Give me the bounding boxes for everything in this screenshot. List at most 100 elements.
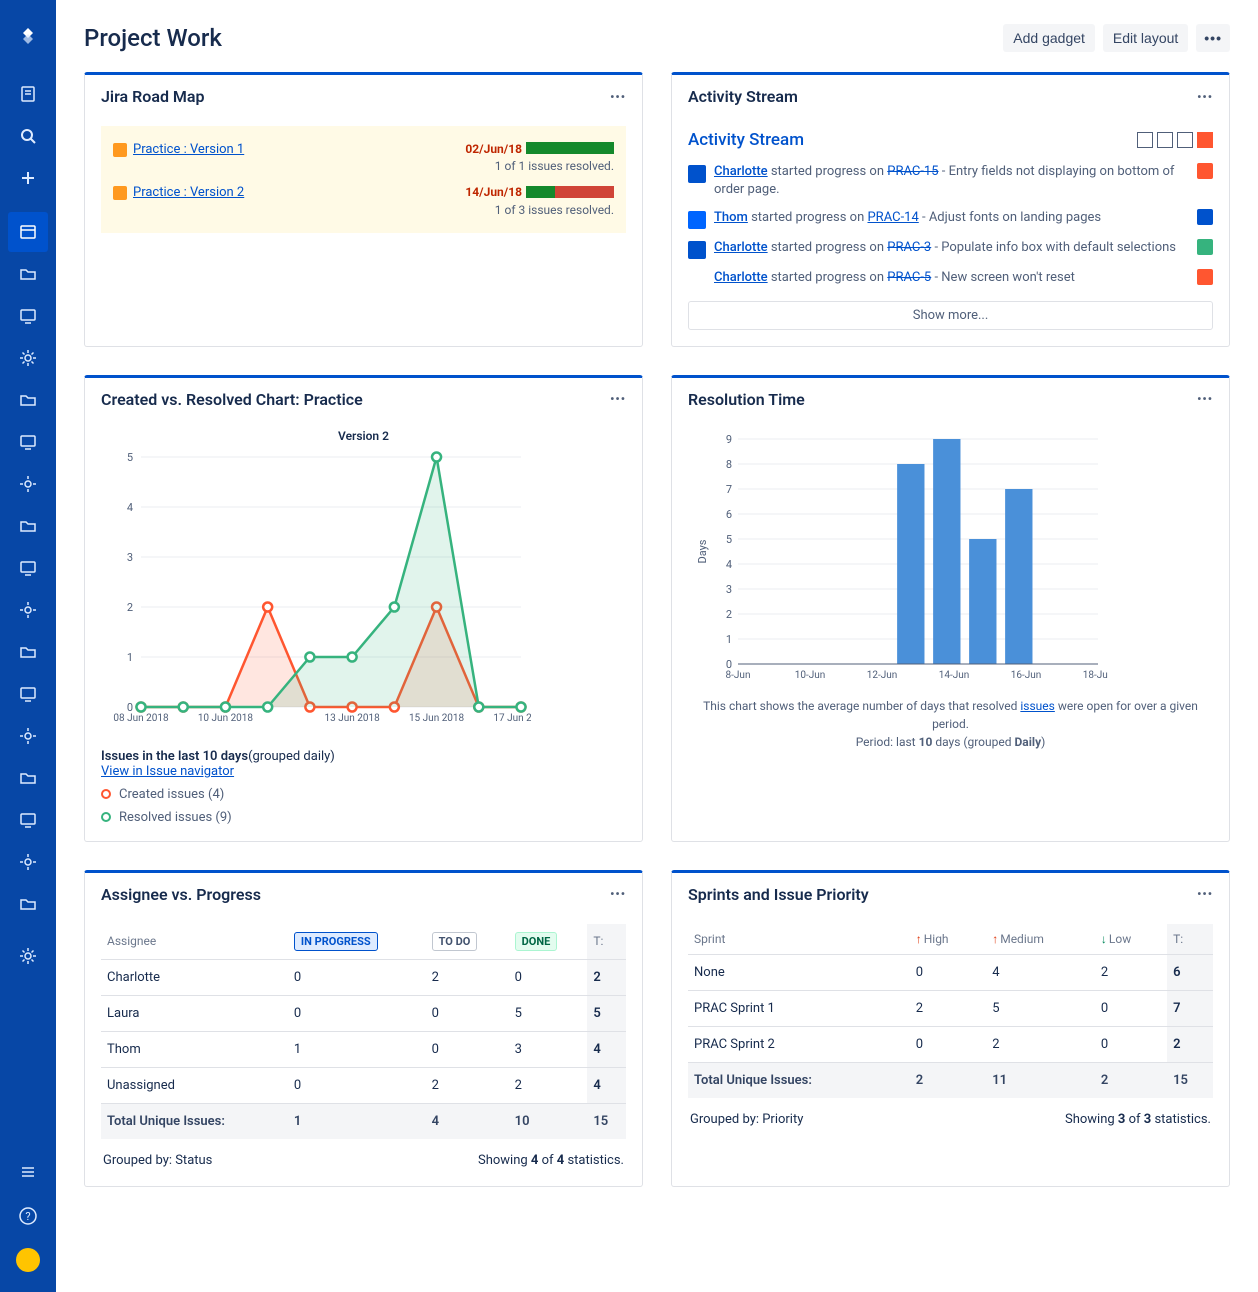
assignee-gadget: Assignee vs. Progress ••• AssigneeIN PRO…: [84, 870, 643, 1187]
dashboard-icon[interactable]: [8, 212, 48, 252]
folder-icon[interactable]: [8, 506, 48, 546]
svg-text:15 Jun 2018: 15 Jun 2018: [409, 713, 465, 724]
status-lozenge: IN PROGRESS: [294, 932, 378, 951]
svg-text:14-Jun: 14-Jun: [939, 670, 970, 681]
resolve-status: 1 of 3 issues resolved.: [465, 203, 614, 217]
gear-icon[interactable]: [8, 716, 48, 756]
gadget-menu-icon[interactable]: •••: [610, 392, 626, 406]
gadget-title: Sprints and Issue Priority: [688, 885, 869, 904]
table-row: None0426: [688, 954, 1213, 990]
folder-icon[interactable]: [8, 632, 48, 672]
sprints-gadget: Sprints and Issue Priority ••• Sprint↑Hi…: [671, 870, 1230, 1187]
issue-key-link[interactable]: PRAC-15: [887, 164, 938, 179]
folder-icon[interactable]: [8, 884, 48, 924]
summary-rest: (grouped daily): [248, 749, 335, 764]
roadmap-gadget: Jira Road Map ••• Practice : Version 1 0…: [84, 72, 643, 347]
issue-navigator-link[interactable]: View in Issue navigator: [101, 764, 234, 779]
gadget-menu-icon[interactable]: •••: [610, 887, 626, 901]
svg-text:6: 6: [726, 508, 732, 521]
monitor-icon[interactable]: [8, 548, 48, 588]
gadget-title: Resolution Time: [688, 390, 805, 409]
gear-icon[interactable]: [8, 590, 48, 630]
gear-icon[interactable]: [8, 842, 48, 882]
gadget-menu-icon[interactable]: •••: [1197, 392, 1213, 406]
release-date: 02/Jun/18: [465, 142, 522, 156]
gear-icon[interactable]: [8, 338, 48, 378]
monitor-icon[interactable]: [8, 422, 48, 462]
folder-icon[interactable]: [8, 254, 48, 294]
gadget-title: Assignee vs. Progress: [101, 885, 261, 904]
issues-link[interactable]: issues: [1020, 699, 1054, 713]
page-title: Project Work: [84, 24, 222, 52]
more-button[interactable]: •••: [1196, 24, 1230, 52]
gear-icon[interactable]: [8, 464, 48, 504]
svg-text:1: 1: [127, 651, 133, 664]
priority-arrow-icon: ↓: [1101, 932, 1107, 946]
svg-text:12-Jun: 12-Jun: [867, 670, 898, 681]
user-link[interactable]: Charlotte: [714, 240, 768, 255]
show-more-button[interactable]: Show more...: [688, 301, 1213, 330]
svg-text:9: 9: [726, 433, 732, 446]
svg-text:16-Jun: 16-Jun: [1011, 670, 1042, 681]
package-icon: [113, 143, 127, 157]
svg-text:?: ?: [25, 1210, 30, 1223]
issue-key-link[interactable]: PRAC-3: [887, 240, 931, 255]
avatar-icon: [688, 211, 706, 229]
summary-bold: Issues in the last 10 days: [101, 749, 248, 764]
view-detail-icon[interactable]: [1157, 132, 1173, 148]
svg-text:08 Jun 2018: 08 Jun 2018: [113, 713, 169, 724]
gadget-menu-icon[interactable]: •••: [1197, 887, 1213, 901]
profile-avatar[interactable]: [8, 1240, 48, 1280]
monitor-icon[interactable]: [8, 296, 48, 336]
chart-subtitle: Version 2: [101, 429, 626, 443]
user-link[interactable]: Thom: [714, 210, 748, 225]
svg-text:8: 8: [726, 458, 732, 471]
page-icon[interactable]: [8, 74, 48, 114]
view-full-icon[interactable]: [1177, 132, 1193, 148]
activity-item: Charlotte started progress on PRAC-15 - …: [688, 158, 1213, 204]
svg-text:5: 5: [127, 451, 133, 464]
user-link[interactable]: Charlotte: [714, 164, 768, 179]
gadget-menu-icon[interactable]: •••: [610, 90, 626, 104]
version-link[interactable]: Practice : Version 1: [133, 142, 244, 157]
monitor-icon[interactable]: [8, 800, 48, 840]
issue-key-link[interactable]: PRAC-5: [887, 270, 931, 285]
gadget-menu-icon[interactable]: •••: [1197, 90, 1213, 104]
monitor-icon[interactable]: [8, 674, 48, 714]
global-sidebar: ?: [0, 0, 56, 1292]
page-header: Project Work Add gadget Edit layout •••: [84, 24, 1230, 52]
jira-logo-icon[interactable]: [8, 18, 48, 58]
edit-layout-button[interactable]: Edit layout: [1103, 24, 1188, 52]
sprints-table: Sprint↑High↑Medium↓LowT:None0426PRAC Spr…: [688, 924, 1213, 1098]
status-badge: [1197, 209, 1213, 225]
activity-item: Charlotte started progress on PRAC-3 - P…: [688, 234, 1213, 264]
view-list-icon[interactable]: [1137, 132, 1153, 148]
add-gadget-button[interactable]: Add gadget: [1003, 24, 1095, 52]
svg-text:1: 1: [726, 633, 732, 646]
svg-text:3: 3: [127, 551, 133, 564]
table-row: Charlotte0202: [101, 959, 626, 995]
rss-icon[interactable]: [1197, 132, 1213, 148]
total-row: Total Unique Issues:141015: [101, 1103, 626, 1139]
user-link[interactable]: Charlotte: [714, 270, 768, 285]
table-row: Unassigned0224: [101, 1067, 626, 1103]
search-icon[interactable]: [8, 116, 48, 156]
svg-text:10-Jun: 10-Jun: [795, 670, 826, 681]
svg-text:Days: Days: [696, 539, 709, 563]
svg-text:4: 4: [127, 501, 133, 514]
help-icon[interactable]: ?: [8, 1196, 48, 1236]
priority-arrow-icon: ↑: [916, 932, 922, 946]
progress-bar: [526, 142, 614, 157]
folder-icon[interactable]: [8, 380, 48, 420]
folder-icon[interactable]: [8, 758, 48, 798]
settings-icon[interactable]: [8, 936, 48, 976]
activity-gadget: Activity Stream ••• Activity Stream: [671, 72, 1230, 347]
issue-key-link[interactable]: PRAC-14: [867, 210, 918, 225]
menu-icon[interactable]: [8, 1152, 48, 1192]
version-link[interactable]: Practice : Version 2: [133, 185, 244, 200]
assignee-table: AssigneeIN PROGRESSTO DODONET:Charlotte0…: [101, 924, 626, 1139]
create-icon[interactable]: [8, 158, 48, 198]
svg-text:7: 7: [726, 483, 732, 496]
svg-text:4: 4: [726, 558, 732, 571]
gadget-title: Created vs. Resolved Chart: Practice: [101, 390, 363, 409]
